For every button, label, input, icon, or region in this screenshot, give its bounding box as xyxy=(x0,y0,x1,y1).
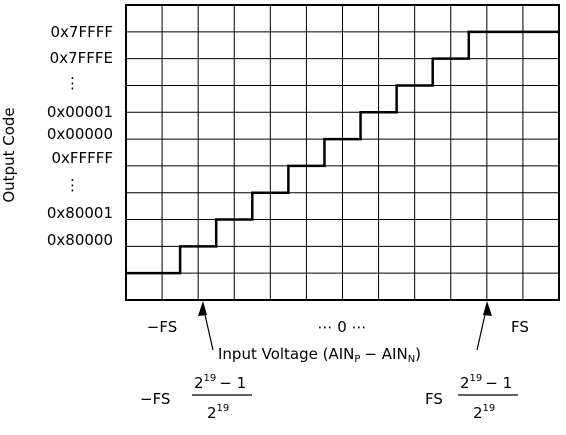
code-label: 0x80000 xyxy=(47,231,113,249)
code-label: 0xFFFFF xyxy=(51,149,113,167)
grid xyxy=(126,5,559,300)
x-label: ⋯ 0 ⋯ xyxy=(317,318,366,336)
exponent: 19 xyxy=(217,403,230,414)
y-axis-title: Output Code xyxy=(0,107,18,202)
x-label: FS xyxy=(511,318,529,336)
arrowheads xyxy=(198,301,492,316)
numerator: 219− 1 xyxy=(194,373,246,392)
exponent: 19 xyxy=(483,403,496,414)
code-label: 0x00001 xyxy=(47,103,113,121)
annotation-left: −FS 219− 1 219 xyxy=(140,373,252,422)
annotation-prefix: FS xyxy=(425,390,443,408)
code-label: ⋮ xyxy=(65,74,80,92)
denominator: 219 xyxy=(207,403,229,422)
title-part: Input Voltage (AIN xyxy=(218,345,354,363)
title-sub: N xyxy=(408,354,415,365)
code-label: 0x7FFFF xyxy=(51,23,113,41)
base: 2 xyxy=(207,404,217,422)
minus-one: − 1 xyxy=(219,374,246,392)
exponent: 19 xyxy=(204,373,217,384)
denominator: 219 xyxy=(473,403,495,422)
x-label: −FS xyxy=(147,318,177,336)
annotation-right: FS 219− 1 219 xyxy=(425,373,518,422)
y-codes: 0x7FFFF 0x7FFFE ⋮ 0x00001 0x00000 0xFFFF… xyxy=(47,23,113,249)
exponent: 19 xyxy=(470,373,483,384)
code-label: 0x7FFFE xyxy=(50,49,113,67)
base: 2 xyxy=(460,374,470,392)
frame xyxy=(125,4,560,301)
code-label: 0x00000 xyxy=(47,125,113,143)
minus-one: − 1 xyxy=(485,374,512,392)
code-label: 0x80001 xyxy=(47,204,113,222)
base: 2 xyxy=(473,404,483,422)
title-part: − AIN xyxy=(364,345,407,363)
annotation-prefix: −FS xyxy=(140,390,170,408)
x-axis-title: Input Voltage (AINP − AINN) xyxy=(218,345,421,365)
numerator: 219− 1 xyxy=(460,373,512,392)
base: 2 xyxy=(194,374,204,392)
staircase xyxy=(126,30,559,275)
title-sub: P xyxy=(354,354,360,365)
title-part: ) xyxy=(415,345,421,363)
code-label: ⋮ xyxy=(65,176,80,194)
